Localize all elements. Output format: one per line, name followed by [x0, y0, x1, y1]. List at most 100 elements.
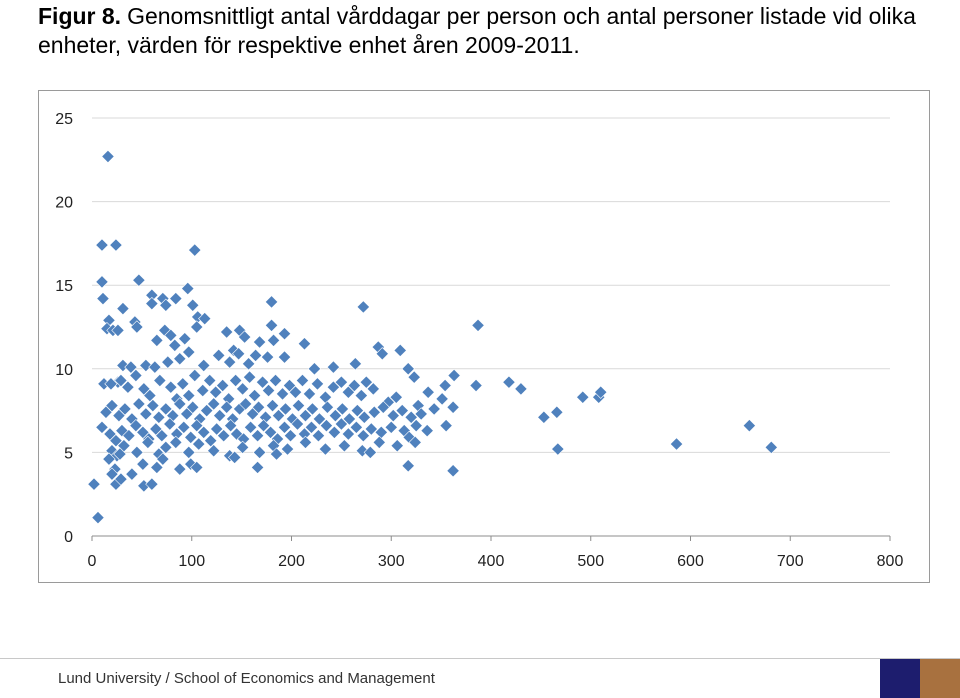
data-point — [550, 405, 564, 419]
data-point — [283, 429, 298, 443]
data-point — [291, 398, 306, 413]
data-point — [304, 420, 319, 434]
data-point — [363, 445, 377, 460]
data-point — [91, 510, 105, 525]
data-point — [250, 429, 265, 443]
data-point — [438, 378, 452, 393]
data-point — [188, 243, 202, 257]
data-point — [364, 422, 378, 436]
data-point — [213, 408, 227, 423]
data-point — [238, 397, 253, 411]
data-point — [190, 460, 204, 475]
scatter-plot: 0 5 10 15 20 25 0 100 200 300 400 500 600 700 800 — [55, 111, 903, 570]
data-point — [277, 327, 292, 341]
data-point — [150, 460, 164, 475]
data-point — [139, 407, 153, 421]
data-point — [305, 402, 320, 416]
y-tick-label: 25 — [55, 111, 73, 128]
data-point — [335, 402, 349, 416]
data-point — [216, 378, 230, 393]
data-point — [318, 442, 333, 456]
x-tick-label: 0 — [88, 553, 97, 570]
data-point — [197, 425, 211, 439]
data-point — [447, 368, 461, 383]
data-point — [310, 377, 325, 391]
data-point — [243, 420, 258, 434]
data-point — [182, 445, 196, 460]
data-point — [357, 410, 371, 424]
chart-area: 0 5 10 15 20 25 0 100 200 300 400 500 600 700 800 — [38, 90, 930, 583]
data-point — [514, 382, 528, 396]
data-point — [266, 333, 281, 348]
data-point — [439, 419, 453, 433]
data-point — [319, 419, 334, 433]
data-point — [121, 380, 135, 394]
data-point — [150, 333, 164, 348]
data-point — [375, 347, 389, 361]
data-point — [235, 382, 250, 396]
data-point — [122, 429, 136, 443]
data-point — [280, 442, 295, 456]
y-tick-label: 10 — [55, 362, 73, 379]
data-point — [113, 447, 127, 461]
data-point — [210, 422, 224, 436]
data-point — [356, 300, 370, 314]
data-point — [326, 380, 341, 394]
data-point — [177, 420, 191, 434]
data-point — [250, 460, 265, 475]
data-point — [155, 429, 169, 443]
data-point — [271, 408, 286, 423]
axes: 0 5 10 15 20 25 0 100 200 300 400 500 600 700 800 — [55, 111, 903, 570]
data-point — [260, 350, 275, 364]
x-tick-label: 800 — [877, 553, 904, 570]
data-point — [307, 362, 322, 376]
y-tick-label: 0 — [64, 529, 73, 546]
data-point — [264, 318, 279, 332]
figure-label: Figur 8. — [38, 3, 122, 29]
data-point — [130, 445, 144, 460]
data-point — [427, 402, 441, 416]
data-point — [337, 439, 351, 453]
data-point — [95, 275, 109, 289]
data-point — [178, 332, 192, 346]
data-point — [356, 429, 370, 443]
data-point — [109, 238, 123, 252]
data-point — [139, 358, 153, 373]
data-point — [407, 370, 421, 384]
data-point — [390, 439, 404, 453]
footer-text: Lund University / School of Economics an… — [58, 670, 435, 687]
data-point — [594, 385, 608, 399]
data-point — [132, 273, 146, 287]
data-point — [143, 388, 157, 403]
data-point — [401, 459, 415, 473]
data-point — [265, 398, 280, 413]
y-tick-label: 15 — [55, 278, 73, 295]
data-point — [334, 375, 348, 389]
data-point — [190, 419, 204, 433]
data-point — [161, 355, 175, 369]
data-point — [290, 417, 305, 431]
data-point — [311, 429, 326, 443]
data-point — [95, 238, 109, 252]
data-point — [146, 398, 160, 413]
data-point — [109, 434, 123, 448]
data-point — [288, 385, 303, 399]
data-point — [404, 410, 418, 424]
data-point — [105, 398, 119, 413]
data-point — [96, 291, 110, 306]
data-point — [102, 452, 116, 466]
data-point — [376, 400, 390, 414]
data-point — [342, 412, 356, 426]
y-tick-label: 20 — [55, 195, 73, 212]
data-point — [192, 437, 206, 451]
data-point — [111, 323, 125, 337]
data-point — [104, 377, 118, 391]
data-point — [395, 403, 409, 418]
data-point — [114, 472, 128, 486]
data-point — [320, 400, 335, 414]
data-point — [169, 435, 183, 449]
data-point — [186, 298, 200, 312]
data-point — [349, 420, 363, 434]
data-point — [209, 385, 223, 399]
x-tick-label: 700 — [777, 553, 804, 570]
